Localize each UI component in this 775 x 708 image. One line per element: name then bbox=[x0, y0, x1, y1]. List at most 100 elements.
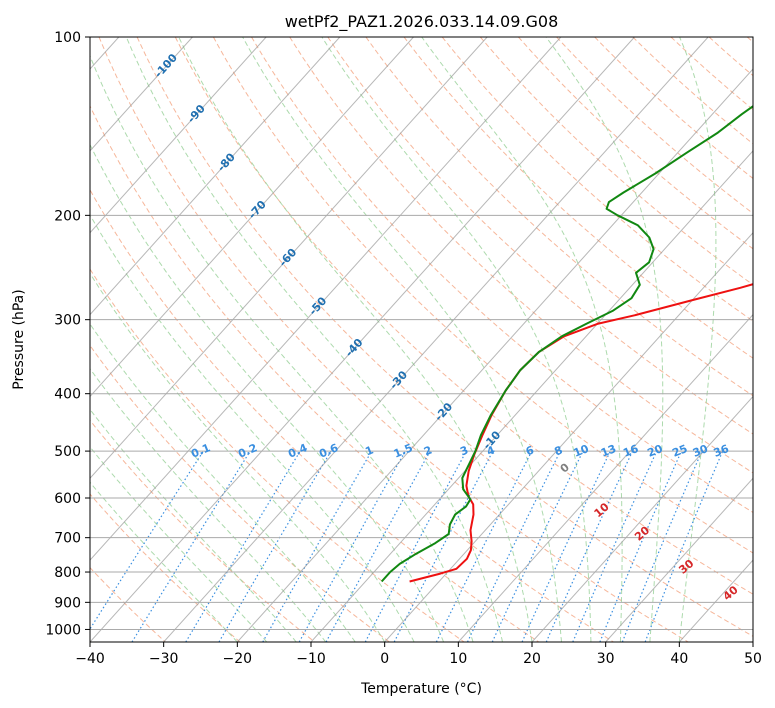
mixing-ratio-line bbox=[364, 450, 467, 642]
mixing-ratio-label: 13 bbox=[599, 442, 618, 460]
moist-adiabat-line bbox=[90, 481, 238, 642]
x-tick-label: 0 bbox=[380, 651, 389, 667]
mixing-ratio-line bbox=[491, 450, 584, 642]
mixing-ratio-line bbox=[572, 450, 658, 642]
x-tick-label: −30 bbox=[149, 651, 179, 667]
mixing-ratio-label: 36 bbox=[712, 442, 731, 460]
x-tick-label: 40 bbox=[670, 651, 688, 667]
moist-adiabat-line bbox=[321, 37, 592, 642]
y-tick-label: 900 bbox=[54, 595, 81, 611]
dry-adiabat-line bbox=[365, 37, 753, 397]
isotherm-line bbox=[384, 231, 753, 642]
mixing-ratio-label: 0.1 bbox=[189, 441, 212, 460]
isotherm-line bbox=[90, 37, 562, 561]
dry-adiabat-line bbox=[556, 37, 753, 215]
x-tick-label: 10 bbox=[449, 651, 467, 667]
moist-adiabat-line bbox=[678, 37, 717, 642]
mixing-ratio-line bbox=[90, 450, 204, 631]
dry-adiabat-line bbox=[90, 268, 465, 642]
mixing-ratio-line bbox=[325, 450, 431, 642]
isotherm-line bbox=[90, 37, 635, 642]
plot-frame bbox=[89, 36, 754, 643]
isotherm-line bbox=[90, 37, 267, 234]
dry-adiabat-line bbox=[327, 37, 753, 435]
y-axis: 100 200 300 400 500 600 700 800 900 1000 bbox=[45, 30, 90, 638]
moist-adiabat-line bbox=[90, 213, 415, 642]
isobars bbox=[90, 37, 753, 630]
dry-adiabats bbox=[90, 37, 753, 642]
mixing-ratio-label: 3 bbox=[458, 443, 470, 458]
dry-adiabat-line bbox=[708, 37, 753, 77]
moist-adiabats bbox=[90, 37, 717, 642]
moist-adiabat-line bbox=[178, 37, 533, 642]
mixing-ratio-label: 25 bbox=[670, 442, 689, 460]
isotherm-line bbox=[90, 37, 193, 152]
y-tick-label: 300 bbox=[54, 313, 81, 329]
mixing-ratio-line bbox=[298, 450, 406, 642]
dry-adiabat-line bbox=[403, 37, 753, 359]
moist-adiabat-line bbox=[125, 37, 503, 642]
x-tick-label: 30 bbox=[597, 651, 615, 667]
isotherm-line bbox=[163, 37, 709, 642]
mixing-ratio-label: 8 bbox=[553, 443, 565, 458]
dry-adiabat-line bbox=[746, 37, 753, 43]
mixing-ratio-line bbox=[545, 450, 634, 642]
isotherm-line bbox=[531, 395, 753, 642]
isotherm-line bbox=[457, 313, 753, 642]
y-axis-label: Pressure (hPa) bbox=[11, 289, 27, 389]
isotherm-line bbox=[605, 477, 753, 642]
x-axis: −40 −30 −20 −10 0 10 20 30 40 50 bbox=[75, 642, 762, 667]
moist-adiabat-line bbox=[90, 54, 474, 642]
chart-title: wetPf2_PAZ1.2026.033.14.09.G08 bbox=[285, 12, 559, 32]
mixing-ratio-line bbox=[621, 450, 703, 642]
dry-adiabat-line bbox=[632, 37, 753, 145]
skewed-isotherms bbox=[90, 37, 753, 642]
y-tick-label: 200 bbox=[54, 208, 81, 224]
y-tick-label: 600 bbox=[54, 491, 81, 507]
x-tick-label: 20 bbox=[523, 651, 541, 667]
wet-bulb-label: 0 bbox=[558, 460, 572, 475]
y-tick-label: 700 bbox=[54, 531, 81, 547]
temperature-trace bbox=[409, 283, 753, 583]
dry-adiabat-line bbox=[90, 493, 241, 642]
dry-adiabat-line bbox=[136, 37, 753, 637]
isotherm-line bbox=[678, 559, 753, 642]
mixing-ratio-label: 0.6 bbox=[317, 441, 340, 460]
dry-adiabat-line bbox=[212, 37, 753, 554]
y-tick-label: 400 bbox=[54, 387, 81, 403]
mixing-ratio-label: 16 bbox=[621, 442, 640, 460]
dry-adiabat-line bbox=[594, 37, 753, 180]
inline-labels: 0.1 0.2 0.4 0.6 1 1.5 2 3 4 6 8 10 13 16 20 25 30 36-100-… bbox=[152, 51, 741, 603]
isotherm-line bbox=[752, 641, 753, 642]
moist-adiabat-line bbox=[90, 446, 268, 642]
dry-adiabat-line bbox=[174, 37, 753, 595]
mixing-ratio-label: 1.5 bbox=[392, 441, 415, 460]
sounding-traces bbox=[380, 104, 753, 583]
mixing-ratio-line bbox=[644, 450, 724, 642]
moist-adiabat-line bbox=[421, 37, 623, 642]
moist-adiabat-line bbox=[545, 37, 664, 642]
x-axis-label: Temperature (°C) bbox=[360, 681, 482, 697]
y-tick-label: 500 bbox=[54, 444, 81, 460]
isotherm-line bbox=[236, 68, 753, 642]
x-tick-label: −10 bbox=[296, 651, 326, 667]
mixing-ratio-label: 10 bbox=[572, 442, 591, 460]
mixing-ratio-label: 20 bbox=[646, 442, 665, 460]
x-tick-label: 50 bbox=[744, 651, 762, 667]
isotherm-line bbox=[310, 150, 753, 642]
y-tick-label: 800 bbox=[54, 565, 81, 581]
mixing-ratio-line bbox=[262, 450, 373, 642]
dry-adiabat-line bbox=[90, 344, 390, 642]
dewpoint-trace bbox=[380, 104, 753, 583]
dry-adiabat-line bbox=[90, 104, 614, 642]
y-tick-label: 1000 bbox=[45, 622, 81, 638]
wet-bulb-label: 20 bbox=[632, 523, 652, 543]
isotherm-line bbox=[90, 37, 341, 316]
mixing-ratio-line bbox=[435, 450, 533, 642]
y-tick-label: 100 bbox=[54, 30, 81, 46]
mixing-ratio-label: 30 bbox=[691, 442, 710, 460]
dry-adiabat-line bbox=[98, 37, 689, 642]
x-tick-label: −20 bbox=[223, 651, 253, 667]
moist-adiabat-line bbox=[90, 408, 297, 642]
moist-adiabat-line bbox=[90, 323, 356, 642]
